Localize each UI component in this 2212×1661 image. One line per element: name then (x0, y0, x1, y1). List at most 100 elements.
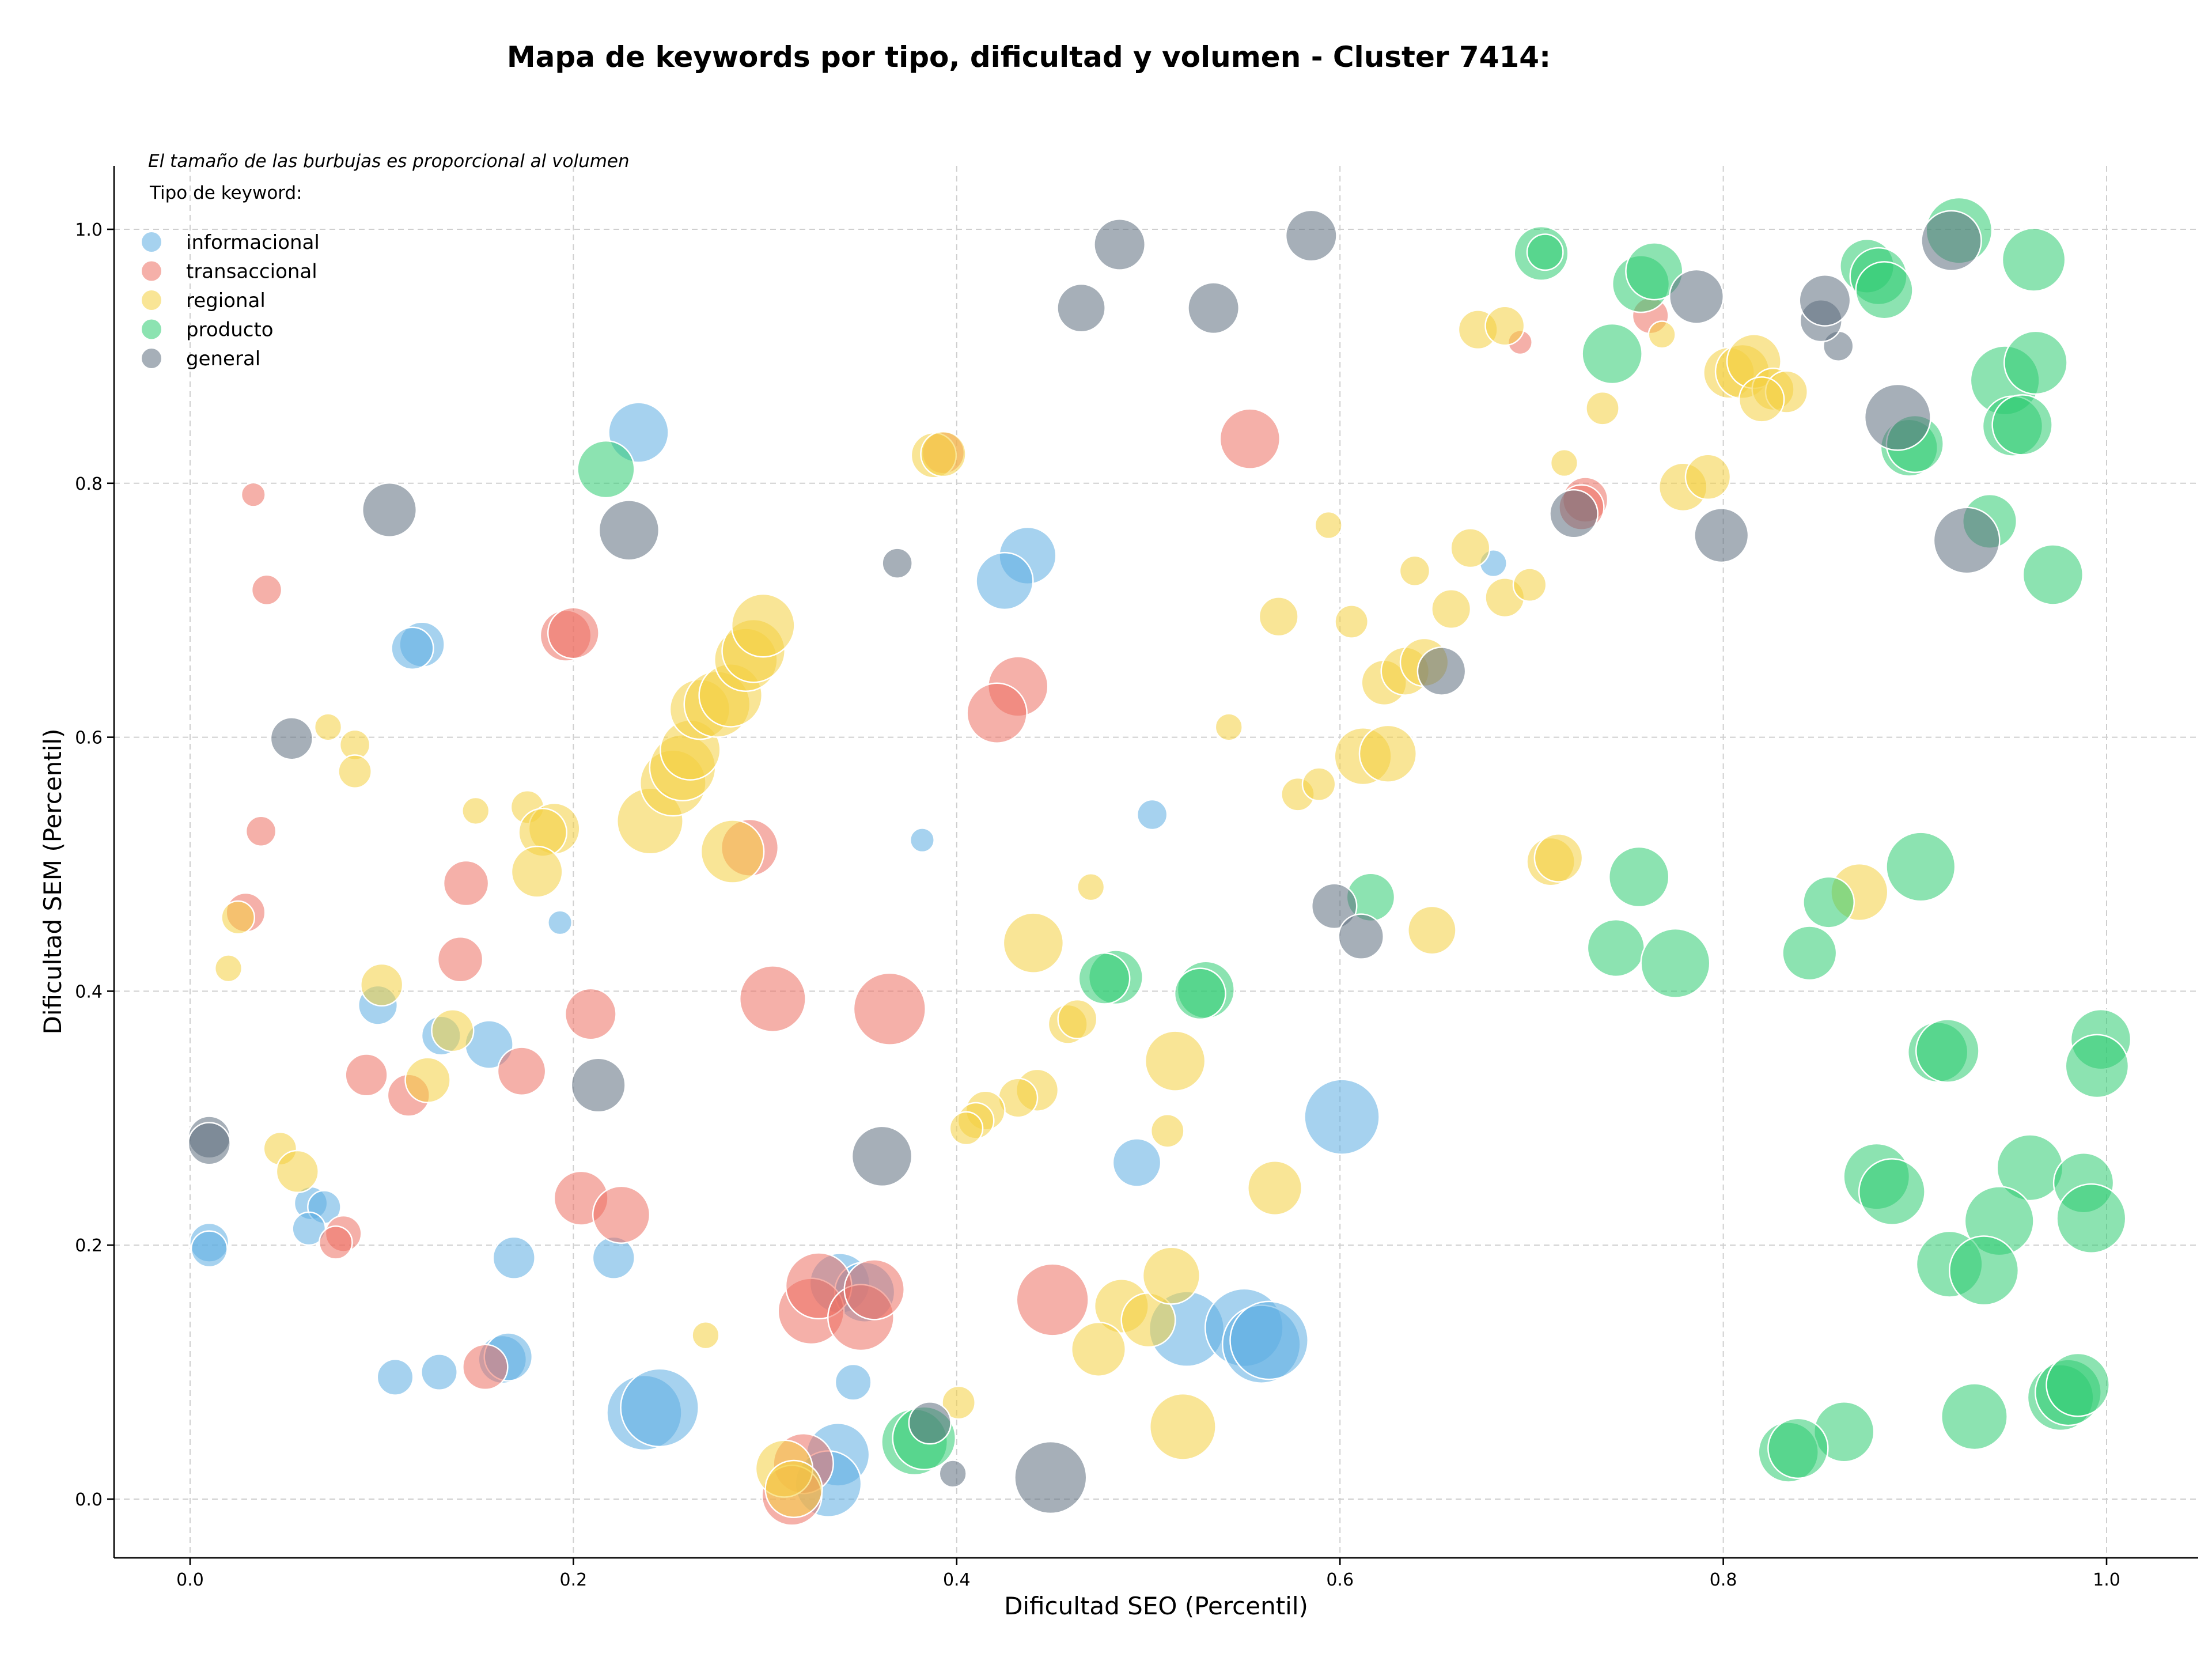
bubble-general (1694, 508, 1749, 563)
bubble-general (1056, 283, 1106, 333)
bubble-regional (920, 430, 967, 478)
x-tick-label: 0.8 (1710, 1570, 1737, 1590)
bubble-regional (1450, 528, 1491, 569)
bubble-regional (949, 1111, 984, 1146)
bubble-transaccional (344, 1053, 388, 1097)
bubble-transaccional (1219, 408, 1281, 470)
legend-item-general: general (142, 347, 260, 370)
bubble-transaccional (966, 682, 1028, 744)
bubble-regional (1407, 905, 1457, 955)
bubble-regional (1150, 1113, 1185, 1148)
bubble-producto (1885, 831, 1956, 902)
bubble-regional (1512, 567, 1547, 602)
bubble-producto (1608, 846, 1670, 908)
bubble-regional (214, 954, 243, 983)
legend-label: producto (186, 319, 274, 342)
bubble-regional (221, 900, 256, 935)
bubble-informacional (834, 1363, 872, 1401)
axes (113, 166, 2198, 1559)
bubble-transaccional (240, 482, 266, 508)
bubble-general (938, 1459, 967, 1488)
bubble-regional (313, 713, 343, 741)
bubble-informacional (291, 1211, 327, 1246)
bubble-informacional (1136, 799, 1168, 831)
bubble-producto (1526, 233, 1564, 271)
bubble-general (908, 1401, 952, 1445)
bubble-regional (730, 593, 796, 658)
bubble-regional (1334, 604, 1369, 639)
bubble-producto (1991, 394, 2053, 456)
bubble-producto (1581, 323, 1643, 385)
bubble-producto (1802, 876, 1855, 929)
bubble-general (361, 482, 418, 538)
legend-label: general (186, 347, 260, 370)
bubble-general (881, 547, 913, 579)
bubble-general (851, 1125, 913, 1187)
y-axis-title: Dificultad SEM (Percentil) (39, 729, 67, 1035)
bubble-informacional (547, 910, 573, 936)
bubble-transaccional (442, 860, 490, 907)
bubble-regional (1070, 1321, 1127, 1377)
bubble-regional (1258, 596, 1299, 637)
legend-label: transaccional (186, 260, 317, 283)
bubble-producto (1625, 242, 1684, 301)
x-tick-label: 1.0 (2093, 1570, 2120, 1590)
bubble-informacional (421, 1353, 458, 1391)
legend-marker (142, 290, 161, 310)
bubble-informacional (492, 1236, 536, 1280)
bubble-producto (1767, 1417, 1829, 1480)
bubble-informacional (376, 1358, 414, 1396)
bubble-producto (2056, 1183, 2127, 1254)
bubble-general (598, 500, 660, 561)
bubble-transaccional (462, 1344, 509, 1391)
bubble-producto (1782, 925, 1838, 981)
x-tick-label: 0.2 (560, 1570, 588, 1590)
bubble-producto (577, 440, 635, 499)
bubble-transaccional (547, 607, 600, 660)
bubble-informacional (909, 827, 935, 853)
bubble-regional (1144, 1030, 1206, 1092)
legend-marker (142, 261, 161, 281)
bubble-general (1338, 913, 1385, 960)
bubble-general (187, 1122, 231, 1166)
bubble-informacional (391, 626, 434, 670)
bubble-general (1416, 646, 1467, 696)
y-tick-label: 0.0 (75, 1490, 103, 1510)
bubble-producto (1915, 1019, 1980, 1083)
bubble-general (270, 717, 313, 760)
bubble-regional (1077, 873, 1105, 902)
bubble-regional (1314, 510, 1343, 540)
bubble-general (1863, 383, 1931, 451)
bubble-general (1921, 210, 1982, 272)
bubble-producto (1855, 261, 1914, 320)
bubble-regional (510, 845, 563, 898)
bubble-regional (461, 796, 490, 826)
bubble-regional (1002, 912, 1065, 974)
bubble-transaccional (245, 815, 277, 847)
x-tick-label: 0.4 (943, 1570, 971, 1590)
bubble-transaccional (251, 574, 283, 606)
bubble-regional (1247, 1160, 1303, 1216)
x-axis-title: Dificultad SEO (Percentil) (1004, 1592, 1308, 1620)
bubble-regional (1142, 1246, 1201, 1305)
bubble-regional (1214, 713, 1243, 741)
bubble-regional (1057, 998, 1098, 1039)
bubble-transaccional (564, 987, 617, 1041)
bubble-regional (1684, 453, 1732, 501)
bubble-producto (2065, 1034, 2130, 1099)
plot-area (187, 196, 2132, 1526)
legend: informacional transaccional regional produc… (142, 231, 320, 370)
x-tick-label: 0.0 (176, 1570, 204, 1590)
bubble-informacional (1229, 1300, 1309, 1380)
bubble-general (1668, 268, 1725, 324)
bubble-general (1933, 506, 2001, 574)
series-transaccional (225, 297, 1669, 1526)
legend-label: regional (186, 289, 266, 312)
bubble-informacional (975, 551, 1034, 611)
bubble-producto (2003, 330, 2068, 395)
legend-item-informacional: informacional (142, 231, 320, 254)
bubble-general (570, 1057, 626, 1113)
bubble-transaccional (497, 1046, 547, 1096)
bubble-regional (1738, 376, 1785, 423)
